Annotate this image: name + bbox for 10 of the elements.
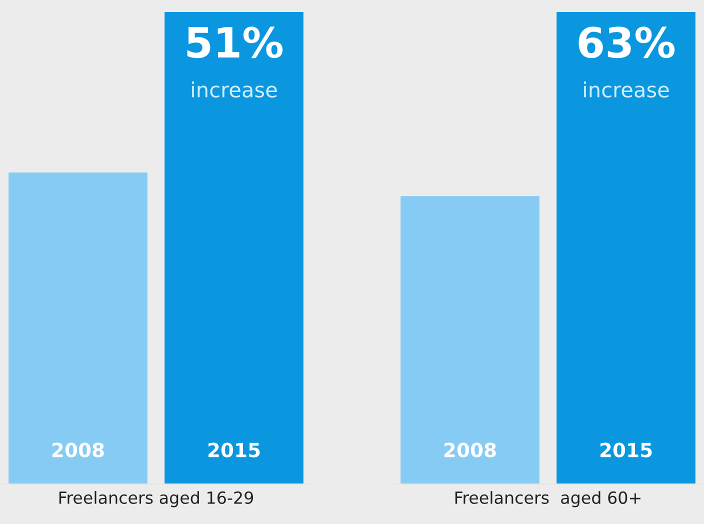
x-tick-label: 2008 — [444, 442, 496, 458]
annotation: increase — [584, 81, 669, 98]
x-axis-title: Freelancers aged 16-29 — [59, 491, 254, 508]
x-axis-title: Freelancers aged 60+ — [455, 491, 640, 508]
x-tick-label: 2008 — [52, 442, 104, 458]
x-tick-label: 2015 — [208, 442, 260, 458]
annotation: increase — [192, 81, 277, 98]
x-tick-label: 2015 — [600, 442, 652, 458]
annotation: 63% — [578, 26, 675, 58]
annotation: 51% — [187, 26, 283, 58]
